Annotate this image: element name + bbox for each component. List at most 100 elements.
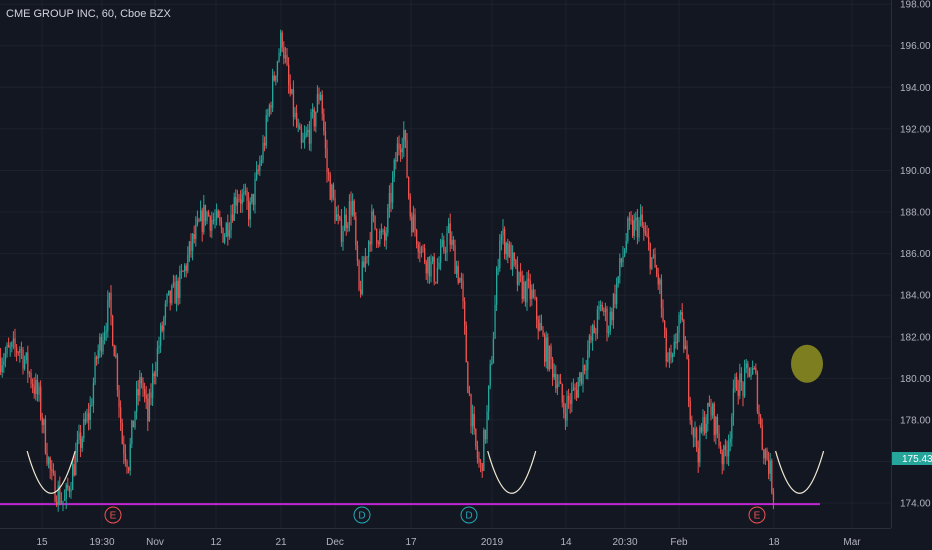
candle-body: [681, 312, 683, 321]
pattern-arc: [775, 450, 825, 494]
candle-body: [612, 294, 615, 321]
candle-body: [352, 200, 354, 216]
candle-body: [396, 143, 399, 162]
candle-body: [118, 389, 120, 408]
candle-body: [177, 280, 179, 299]
candle-body: [240, 199, 242, 204]
candle-body: [356, 245, 359, 261]
candle-body: [169, 290, 171, 304]
candle-body: [408, 177, 410, 197]
candle-body: [568, 395, 570, 401]
candle-body: [652, 254, 655, 258]
candle-body: [320, 94, 322, 100]
candle-body: [748, 367, 751, 377]
candle-body: [673, 341, 675, 355]
candle-body: [310, 112, 312, 144]
candle-body: [366, 256, 368, 258]
time-tick-label: Feb: [670, 537, 688, 548]
candle-body: [731, 416, 733, 439]
candle-body: [212, 220, 215, 221]
candle-body: [190, 241, 192, 251]
candle-body: [387, 208, 389, 233]
candle-body: [475, 428, 477, 447]
earnings-event-marker[interactable]: E: [748, 506, 766, 524]
candle-body: [620, 258, 623, 263]
candle-body: [712, 403, 714, 416]
candle-body: [598, 306, 600, 310]
event-marker-circle: [460, 506, 478, 524]
candle-body: [36, 379, 39, 395]
candle-body: [569, 400, 571, 404]
candle-body: [371, 211, 373, 245]
candle-body: [566, 395, 568, 421]
candle-body: [374, 215, 376, 229]
dividend-event-marker[interactable]: D: [353, 506, 371, 524]
candle-body: [729, 438, 731, 443]
candle-body: [160, 325, 162, 346]
candle-body: [121, 422, 123, 444]
candle-body: [524, 281, 527, 303]
candle-body: [139, 377, 141, 396]
candle-body: [452, 239, 455, 246]
earnings-event-marker[interactable]: E: [104, 506, 122, 524]
candle-body: [324, 130, 327, 149]
candle-body: [672, 354, 674, 358]
candle-body: [43, 419, 45, 425]
candle-body: [112, 316, 114, 346]
candle-body: [739, 373, 741, 396]
candle-body: [179, 271, 181, 299]
candle-body: [742, 382, 744, 397]
last-price-tag-layer: 175.43: [892, 452, 932, 465]
candle-body: [468, 392, 471, 395]
candle-body: [321, 94, 323, 115]
candle-body: [49, 457, 51, 470]
candle-body: [454, 245, 456, 274]
candle-body: [14, 338, 16, 348]
candle-body: [537, 319, 539, 331]
candle-body: [99, 336, 101, 351]
candle-body: [425, 262, 427, 274]
candle-body: [68, 488, 71, 492]
candle-body: [443, 240, 445, 251]
candle-body: [113, 345, 115, 357]
candle-body: [286, 55, 288, 65]
grid-lines: [0, 0, 891, 528]
candle-body: [232, 214, 234, 221]
candle-body: [630, 220, 632, 221]
candle-body: [702, 417, 704, 432]
candle-body: [576, 389, 578, 398]
candle-body: [19, 349, 21, 353]
candle-body: [353, 200, 355, 217]
candle-body: [388, 192, 391, 209]
candle-body: [195, 224, 197, 240]
candle-body: [520, 271, 522, 276]
candle-body: [110, 292, 112, 317]
candle-body: [376, 228, 378, 243]
candle-body: [132, 420, 135, 428]
event-marker-label: E: [754, 511, 761, 522]
candle-body: [521, 275, 523, 299]
dividend-event-marker[interactable]: D: [460, 506, 478, 524]
candle-body: [510, 244, 512, 270]
candle-body: [587, 350, 589, 370]
candle-body: [38, 386, 40, 395]
time-tick-label: 17: [405, 537, 417, 548]
candle-body: [328, 172, 330, 175]
time-tick-label: Nov: [146, 537, 164, 548]
candle-body: [137, 389, 139, 396]
time-tick-label: 2019: [481, 537, 504, 548]
time-axis-labels: 15 19:30 Nov 12 21 Dec 17 2019 14 20:30 Feb 18 Mar: [36, 537, 861, 548]
candle-body: [710, 406, 712, 416]
candle-body: [124, 453, 127, 462]
candle-body: [116, 355, 119, 390]
candle-body: [224, 236, 226, 243]
candle-body: [323, 114, 325, 131]
candle-body: [432, 256, 434, 262]
candle-body: [94, 357, 96, 384]
candle-body: [17, 352, 19, 354]
candle-body: [230, 214, 232, 231]
candle-body: [385, 232, 387, 241]
pattern-arc: [487, 450, 537, 494]
